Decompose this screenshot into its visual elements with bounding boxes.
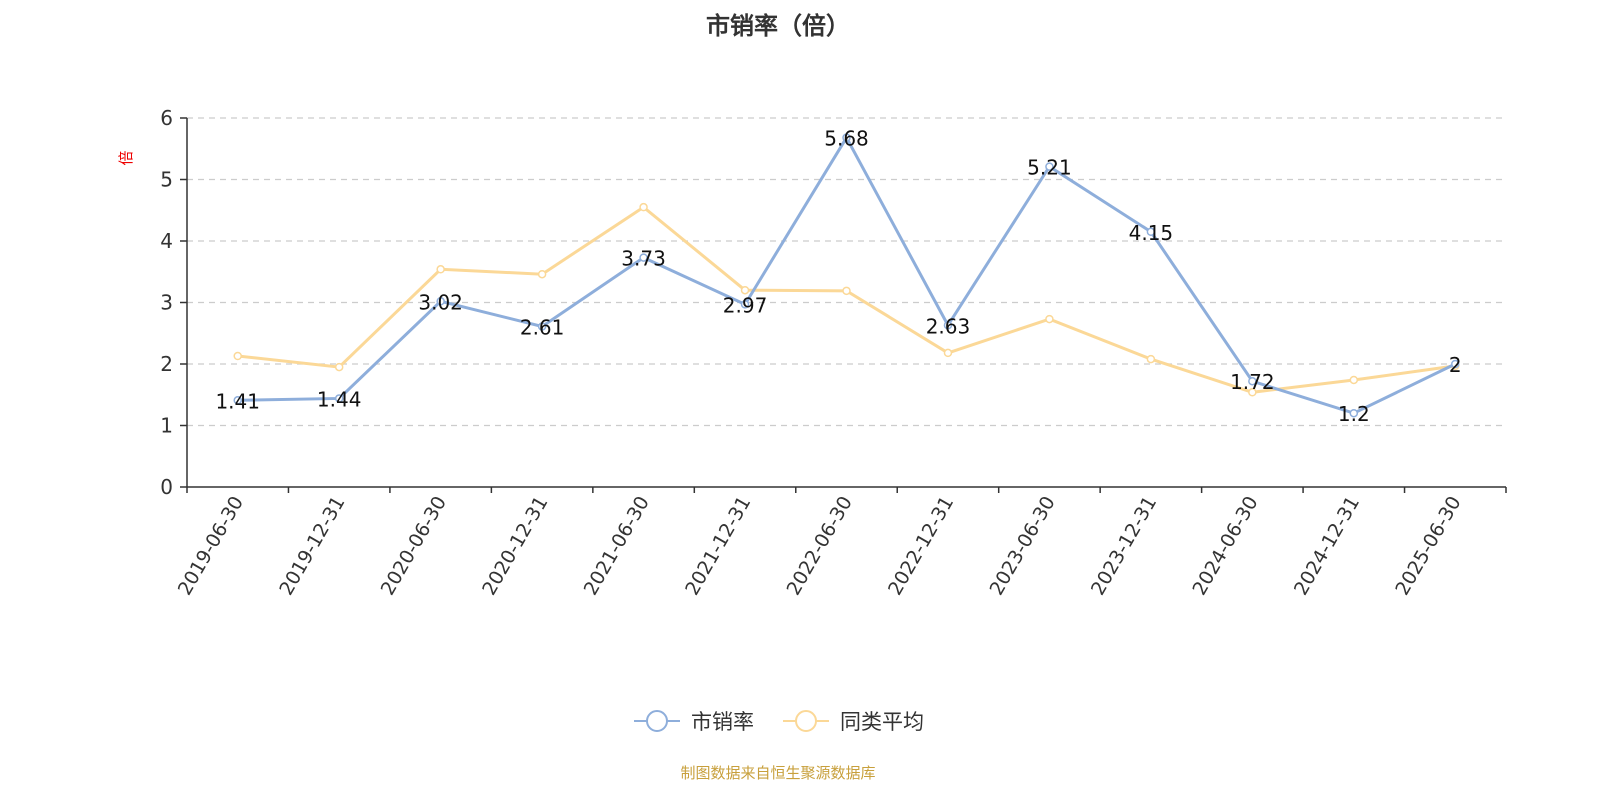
data-point (842, 133, 851, 142)
legend-label-1: 同类平均 (840, 710, 924, 734)
x-tick-label: 2021-06-30 (580, 493, 654, 600)
data-point (1248, 376, 1257, 386)
data-label: 5.21 (1027, 156, 1072, 180)
legend-marker (646, 710, 668, 732)
data-point (1349, 408, 1359, 418)
x-tick-label: 2025-06-30 (1391, 493, 1465, 600)
x-tick-label: 2024-06-30 (1188, 493, 1262, 600)
data-point (1451, 359, 1460, 369)
data-point (740, 285, 750, 295)
data-point (1146, 227, 1156, 237)
y-axis-label: 倍 (117, 150, 135, 165)
x-tick-label: 2022-06-30 (783, 493, 857, 600)
data-label: 2.63 (926, 314, 971, 338)
y-tick-label: 2 (160, 352, 173, 376)
data-label: 1.72 (1230, 370, 1275, 394)
data-point (537, 322, 547, 331)
data-label: 3.02 (418, 290, 463, 314)
data-point (842, 286, 851, 296)
chart-title: 市销率（倍） (706, 12, 850, 40)
data-point (233, 351, 242, 361)
data-point (639, 202, 648, 212)
data-label: 1.44 (317, 387, 362, 411)
y-tick-label: 4 (160, 229, 173, 253)
data-point (436, 297, 445, 306)
y-tick-label: 5 (160, 168, 173, 192)
data-label: 1.41 (215, 389, 260, 413)
x-tick-label: 2020-06-30 (377, 492, 451, 599)
x-tick-label: 2019-12-31 (275, 493, 349, 600)
data-label: 1.2 (1338, 402, 1370, 426)
data-point (334, 362, 344, 372)
data-point (740, 300, 750, 309)
y-tick-label: 0 (160, 475, 173, 499)
data-point (639, 253, 648, 262)
data-point (1248, 388, 1257, 397)
data-point (436, 265, 445, 274)
data-point (537, 269, 547, 279)
data-point (1045, 162, 1054, 171)
data-point (1045, 314, 1054, 324)
y-tick-label: 1 (160, 414, 173, 438)
data-point (233, 396, 242, 405)
data-label: 2.97 (723, 293, 768, 317)
data-point (943, 321, 953, 330)
data-point (1146, 354, 1156, 364)
source-note: 制图数据来自恒生聚源数据库 (680, 764, 876, 782)
x-tick-label: 2024-12-31 (1290, 493, 1364, 600)
x-tick-label: 2021-12-31 (681, 493, 755, 600)
y-tick-label: 3 (160, 291, 173, 315)
data-label: 2.61 (520, 315, 565, 339)
x-tick-label: 2022-12-31 (884, 493, 958, 600)
x-tick-label: 2023-06-30 (985, 493, 1059, 600)
data-label: 3.73 (621, 247, 666, 271)
data-point (334, 394, 344, 403)
legend-marker (795, 710, 817, 732)
data-point (943, 348, 953, 358)
x-tick-label: 2020-12-31 (478, 493, 552, 600)
data-label: 2 (1449, 353, 1462, 377)
y-tick-label: 6 (160, 106, 173, 130)
x-tick-label: 2023-12-31 (1087, 493, 1161, 600)
data-label: 4.15 (1129, 221, 1174, 245)
x-tick-label: 2019-06-30 (174, 493, 248, 600)
data-point (1349, 375, 1359, 385)
legend-label-0: 市销率 (691, 710, 754, 734)
data-label: 5.68 (824, 127, 869, 151)
